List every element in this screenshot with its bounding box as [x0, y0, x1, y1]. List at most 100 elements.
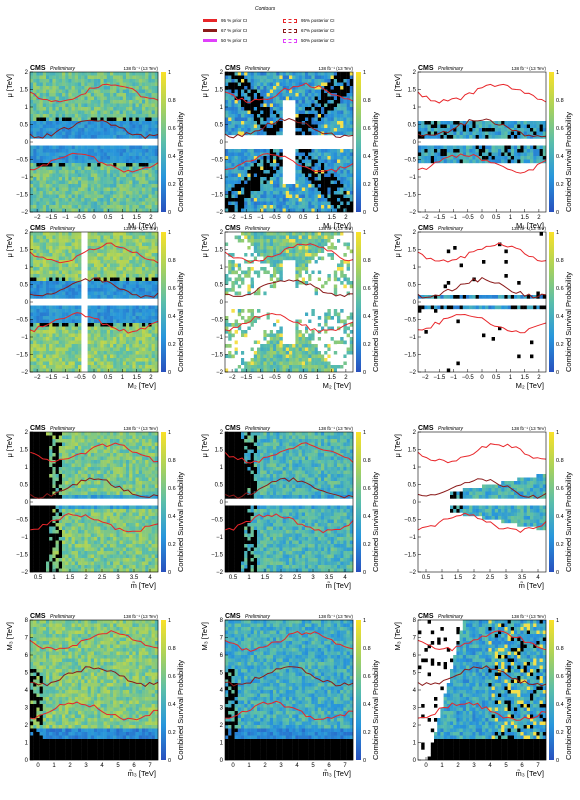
heatmap-cell — [267, 174, 270, 178]
heatmap-cell — [113, 365, 116, 369]
heatmap-cell — [343, 114, 346, 118]
heatmap-cell — [100, 327, 103, 331]
heatmap-cell — [517, 153, 520, 157]
heatmap-cell — [311, 156, 314, 160]
heatmap-cell — [72, 107, 75, 111]
heatmap-cell — [33, 83, 36, 87]
heatmap-cell — [123, 362, 126, 366]
heatmap-cell — [350, 184, 353, 188]
heatmap-cell — [132, 188, 135, 192]
heatmap-cell — [75, 348, 78, 352]
heatmap-cell — [110, 156, 113, 160]
heatmap-cell — [97, 313, 100, 317]
heatmap-cell — [231, 90, 234, 94]
heatmap-cell — [327, 97, 330, 101]
heatmap-cell — [254, 198, 257, 202]
heatmap-cell — [482, 128, 485, 132]
heatmap-cell — [104, 313, 107, 317]
heatmap-cell — [136, 271, 139, 275]
heatmap-cell — [321, 114, 324, 118]
heatmap-cell — [148, 149, 151, 153]
heatmap-cell — [225, 72, 228, 76]
heatmap-cell — [46, 167, 49, 171]
heatmap-cell — [52, 264, 55, 268]
heatmap-cell — [65, 107, 68, 111]
heatmap-cell — [286, 195, 289, 199]
heatmap-cell — [228, 128, 231, 132]
heatmap-cell — [75, 267, 78, 271]
heatmap-cell — [91, 355, 94, 359]
heatmap-cell — [148, 125, 151, 129]
heatmap-cell — [75, 285, 78, 289]
heatmap-cell — [347, 83, 350, 87]
heatmap-cell — [132, 111, 135, 115]
heatmap-cell — [123, 100, 126, 104]
y-tick-label: −1.5 — [211, 193, 224, 199]
heatmap-cell — [315, 72, 318, 76]
heatmap-cell — [68, 288, 71, 292]
heatmap-cell — [94, 330, 97, 334]
heatmap-cell — [120, 362, 123, 366]
heatmap-cell — [116, 163, 119, 167]
heatmap-cell — [107, 149, 110, 153]
heatmap-cell — [62, 146, 65, 150]
heatmap-cell — [142, 114, 145, 118]
heatmap-cell — [72, 327, 75, 331]
heatmap-cell — [254, 111, 257, 115]
heatmap-cell — [469, 146, 472, 150]
heatmap-cell — [113, 135, 116, 139]
heatmap-cell — [72, 184, 75, 188]
heatmap-cell — [40, 243, 43, 247]
heatmap-cell — [318, 118, 321, 122]
heatmap-cell — [334, 79, 337, 83]
heatmap-cell — [460, 156, 463, 160]
heatmap-cell — [295, 76, 298, 80]
heatmap-cell — [52, 341, 55, 345]
heatmap-cell — [56, 243, 59, 247]
heatmap-cell — [235, 160, 238, 164]
heatmap-cell — [273, 107, 276, 111]
heatmap-cell — [129, 351, 132, 355]
heatmap-cell — [299, 90, 302, 94]
heatmap-cell — [334, 128, 337, 132]
heatmap-cell — [228, 170, 231, 174]
heatmap-cell — [148, 260, 151, 264]
heatmap-cell — [247, 167, 250, 171]
lumi-label: 138 fb⁻¹ (13 TeV) — [318, 66, 353, 71]
heatmap-cell — [155, 128, 158, 132]
heatmap-cell — [340, 209, 343, 213]
heatmap-cell — [334, 125, 337, 129]
heatmap-cell — [100, 348, 103, 352]
heatmap-cell — [46, 309, 49, 313]
heatmap-cell — [126, 114, 129, 118]
heatmap-cell — [347, 177, 350, 181]
heatmap-cell — [260, 132, 263, 136]
heatmap-cell — [68, 320, 71, 324]
heatmap-cell — [331, 90, 334, 94]
heatmap-cell — [68, 111, 71, 115]
heatmap-cell — [228, 76, 231, 80]
heatmap-cell — [337, 132, 340, 136]
heatmap-cell — [120, 205, 123, 209]
heatmap-cell — [231, 114, 234, 118]
heatmap-cell — [75, 128, 78, 132]
heatmap-cell — [49, 97, 52, 101]
heatmap-cell — [91, 174, 94, 178]
heatmap-cell — [104, 264, 107, 268]
heatmap-cell — [43, 198, 46, 202]
heatmap-cell — [104, 149, 107, 153]
heatmap-cell — [321, 100, 324, 104]
heatmap-cell — [321, 177, 324, 181]
heatmap-cell — [148, 188, 151, 192]
heatmap-cell — [225, 100, 228, 104]
heatmap-cell — [123, 191, 126, 195]
heatmap-cell — [334, 107, 337, 111]
heatmap-cell — [126, 79, 129, 83]
heatmap-cell — [49, 191, 52, 195]
heatmap-cell — [49, 128, 52, 132]
heatmap-cell — [129, 344, 132, 348]
heatmap-cell — [36, 246, 39, 250]
heatmap-cell — [267, 195, 270, 199]
heatmap-cell — [132, 260, 135, 264]
heatmap-cell — [33, 344, 36, 348]
